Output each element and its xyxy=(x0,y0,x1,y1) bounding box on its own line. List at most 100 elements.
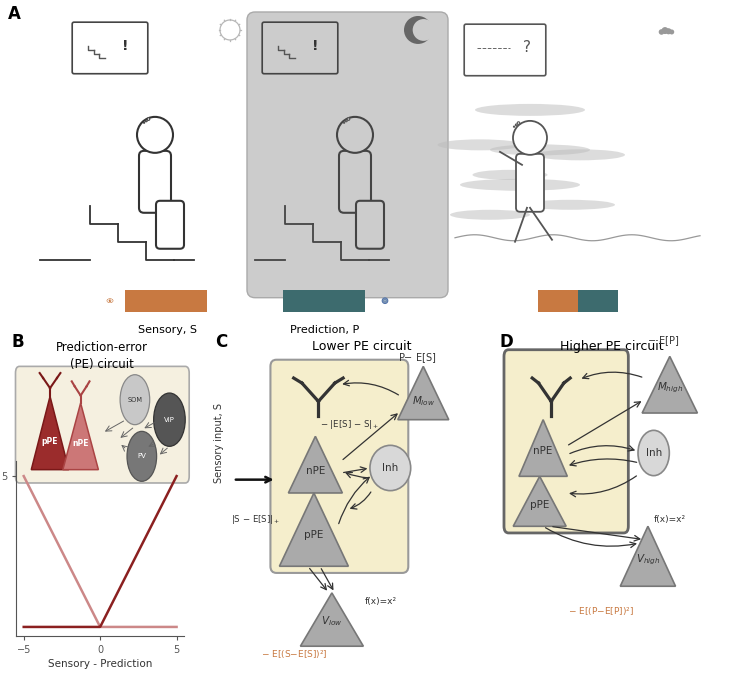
Bar xyxy=(125,289,207,312)
Ellipse shape xyxy=(525,200,615,210)
Ellipse shape xyxy=(490,144,590,155)
Polygon shape xyxy=(398,366,449,420)
Circle shape xyxy=(638,430,670,476)
Circle shape xyxy=(659,29,664,35)
Polygon shape xyxy=(513,476,566,526)
Bar xyxy=(538,289,578,312)
Text: $M_{high}$: $M_{high}$ xyxy=(656,381,683,395)
Polygon shape xyxy=(31,396,69,470)
Text: pPE: pPE xyxy=(530,499,550,509)
Circle shape xyxy=(347,118,350,120)
Circle shape xyxy=(346,120,347,122)
Text: |S $-$ E[S]|$_+$: |S $-$ E[S]|$_+$ xyxy=(232,513,281,526)
Text: Inh: Inh xyxy=(382,463,398,473)
Polygon shape xyxy=(642,357,697,413)
Circle shape xyxy=(669,30,674,34)
Text: A: A xyxy=(8,5,21,23)
Circle shape xyxy=(515,124,518,126)
FancyBboxPatch shape xyxy=(504,350,629,533)
Text: (PE) circuit: (PE) circuit xyxy=(70,358,135,371)
Circle shape xyxy=(382,298,388,304)
Circle shape xyxy=(404,16,432,44)
Text: pPE: pPE xyxy=(304,530,324,540)
Text: $V_{low}$: $V_{low}$ xyxy=(321,614,343,628)
Ellipse shape xyxy=(107,299,113,302)
Circle shape xyxy=(665,28,672,34)
Text: $-$ E[P]: $-$ E[P] xyxy=(647,334,679,349)
Text: $-$ |E[S] $-$ S|$_+$: $-$ |E[S] $-$ S|$_+$ xyxy=(320,418,379,431)
Text: !: ! xyxy=(311,39,318,53)
Text: P$-$ E[S]: P$-$ E[S] xyxy=(398,351,436,365)
Circle shape xyxy=(127,431,156,481)
Circle shape xyxy=(518,122,520,125)
FancyBboxPatch shape xyxy=(339,151,371,213)
Circle shape xyxy=(337,117,373,153)
Circle shape xyxy=(120,375,150,425)
Polygon shape xyxy=(289,436,342,493)
Ellipse shape xyxy=(460,179,580,191)
Polygon shape xyxy=(519,420,567,476)
Bar xyxy=(283,289,365,312)
Polygon shape xyxy=(63,403,99,470)
Text: Prediction, P: Prediction, P xyxy=(290,324,360,334)
FancyBboxPatch shape xyxy=(262,22,338,74)
Text: ?: ? xyxy=(523,40,531,55)
Text: nPE: nPE xyxy=(72,439,89,448)
Circle shape xyxy=(145,120,147,122)
X-axis label: Sensory - Prediction: Sensory - Prediction xyxy=(48,659,152,669)
FancyBboxPatch shape xyxy=(356,201,384,249)
Text: C: C xyxy=(215,333,227,351)
Text: f(x)=x²: f(x)=x² xyxy=(654,515,686,524)
FancyBboxPatch shape xyxy=(247,12,448,297)
Polygon shape xyxy=(621,526,675,586)
Text: nPE: nPE xyxy=(306,466,325,476)
Circle shape xyxy=(110,299,111,300)
FancyBboxPatch shape xyxy=(156,201,184,249)
FancyBboxPatch shape xyxy=(516,154,544,212)
Text: B: B xyxy=(12,333,24,351)
Text: Higher PE circuit: Higher PE circuit xyxy=(561,341,664,353)
Text: Sensory, S: Sensory, S xyxy=(137,324,197,334)
Ellipse shape xyxy=(450,210,530,220)
Circle shape xyxy=(147,118,150,120)
FancyBboxPatch shape xyxy=(464,24,546,76)
Text: Lower PE circuit: Lower PE circuit xyxy=(312,341,412,353)
Circle shape xyxy=(513,121,547,155)
Ellipse shape xyxy=(472,170,548,180)
Ellipse shape xyxy=(107,299,113,303)
Text: Prediction-error: Prediction-error xyxy=(56,341,148,355)
FancyBboxPatch shape xyxy=(72,22,148,74)
Text: PV: PV xyxy=(137,454,146,460)
Circle shape xyxy=(383,299,387,302)
Text: SOM: SOM xyxy=(127,396,143,402)
Circle shape xyxy=(137,117,173,153)
Circle shape xyxy=(413,19,434,41)
Text: Sensory input, S: Sensory input, S xyxy=(214,403,224,483)
Circle shape xyxy=(370,446,411,491)
Circle shape xyxy=(109,299,111,302)
Circle shape xyxy=(513,126,515,127)
Text: VIP: VIP xyxy=(164,417,175,423)
Text: $-$ E[(P$-$E[P])²]: $-$ E[(P$-$E[P])²] xyxy=(568,604,634,616)
FancyBboxPatch shape xyxy=(15,366,189,483)
Text: Inh: Inh xyxy=(645,448,662,458)
Circle shape xyxy=(662,27,669,34)
Circle shape xyxy=(143,122,145,123)
Text: pPE: pPE xyxy=(42,437,58,446)
Polygon shape xyxy=(300,593,363,646)
Polygon shape xyxy=(279,493,349,566)
Circle shape xyxy=(344,122,345,123)
Text: f(x)=x²: f(x)=x² xyxy=(365,597,397,606)
Bar xyxy=(578,289,618,312)
Text: $V_{high}$: $V_{high}$ xyxy=(636,553,660,567)
Ellipse shape xyxy=(535,149,625,160)
Text: nPE: nPE xyxy=(534,446,553,456)
Text: D: D xyxy=(499,333,513,351)
Ellipse shape xyxy=(437,139,523,150)
Ellipse shape xyxy=(475,104,585,116)
Text: $M_{low}$: $M_{low}$ xyxy=(412,394,435,409)
FancyBboxPatch shape xyxy=(270,359,409,573)
Text: $-$ E[(S$-$E[S])²]: $-$ E[(S$-$E[S])²] xyxy=(261,647,327,660)
Circle shape xyxy=(154,393,185,446)
Circle shape xyxy=(385,300,386,302)
